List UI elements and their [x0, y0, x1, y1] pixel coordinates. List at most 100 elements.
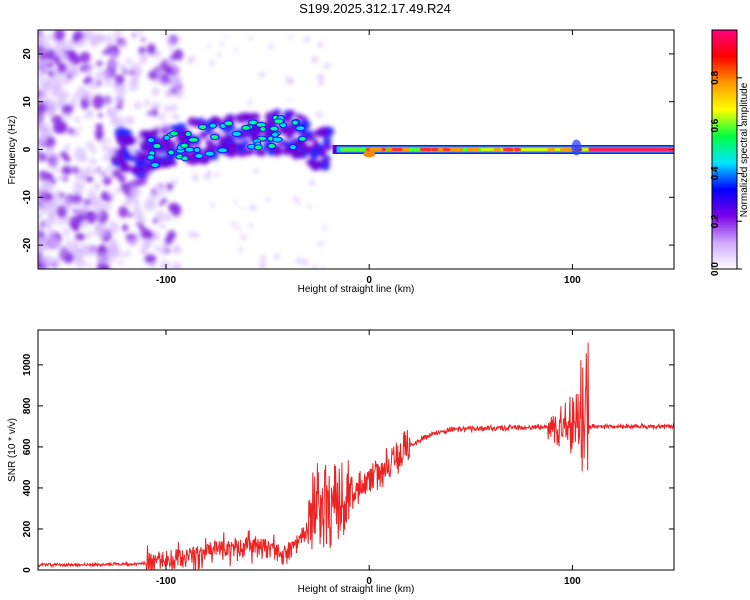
spectrogram-noise-blob [129, 184, 138, 194]
spectrogram-noise-blob [167, 186, 172, 192]
spectrogram-noise-blob [100, 191, 110, 202]
snr-y-tick-label: 600 [22, 438, 33, 455]
spectrogram-noise-blob [80, 243, 90, 256]
colorbar-tick-label: 0.2 [710, 214, 721, 228]
spectrogram-noise-blob [158, 185, 165, 192]
spectrogram-noise-blob [71, 66, 77, 71]
spectrogram-ridge-blob [236, 143, 247, 152]
spectrogram-noise-blob [161, 191, 166, 197]
spectrogram-noise-blob [134, 200, 141, 209]
spectrogram-noise-blob [295, 258, 302, 265]
spectrogram-noise-blob [102, 153, 110, 162]
spectrogram-ridge-blob [309, 149, 320, 158]
tone-band-dash [430, 147, 439, 152]
spectrogram-y-tick-label: -20 [22, 237, 33, 252]
tone-band-dash [469, 147, 478, 152]
spectrogram-noise-blob [171, 178, 178, 185]
spectrogram-noise-blob [79, 51, 91, 64]
spectrogram-y-tick-label: 0 [22, 146, 33, 152]
spectrogram-ridge-peak [169, 130, 179, 137]
spectrogram-ridge-blob [307, 161, 314, 166]
spectrogram-noise-blob [100, 202, 112, 211]
spectrogram-noise-blob [163, 105, 171, 112]
spectrogram-ridge-peak [269, 125, 279, 132]
spectrogram-noise-blob [51, 152, 60, 162]
spectrogram-noise-blob [56, 121, 68, 134]
spectrogram-noise-blob [127, 191, 139, 204]
spectrogram-noise-blob [94, 41, 99, 47]
spectrogram-noise-blob [93, 223, 106, 238]
spectrogram-noise-blob [95, 131, 104, 142]
spectrogram-noise-blob [214, 172, 220, 177]
spectrogram-ridge-peak [223, 120, 234, 127]
spectrogram-noise-blob [203, 173, 211, 181]
tone-band-dash [401, 147, 410, 152]
spectrogram-y-tick-label: 10 [22, 96, 33, 108]
spectrogram-noise-blob [57, 222, 63, 227]
spectrogram-noise-blob [75, 200, 80, 204]
spectrogram-noise-blob [144, 101, 150, 106]
spectrogram-ridge-blob [161, 144, 167, 150]
spectrogram-noise-blob [84, 76, 93, 83]
spectrogram-ridge-blob [241, 132, 249, 139]
spectrogram-noise-blob [72, 93, 80, 101]
spectrogram-noise-blob [323, 62, 330, 69]
spectrogram-noise-blob [158, 202, 164, 207]
spectrogram-ridge-peak [273, 118, 284, 125]
spectrogram-ridge-peak [204, 150, 215, 157]
tone-band-dash [559, 147, 568, 152]
spectrogram-noise-blob [74, 116, 81, 124]
spectrogram-tone-band [332, 139, 674, 158]
spectrogram-noise-blob [93, 182, 101, 191]
spectrogram-noise-blob [59, 192, 65, 198]
spectrogram-noise-blob [105, 35, 114, 43]
spectrogram-noise-blob [121, 224, 129, 232]
spectrogram-noise-blob [106, 138, 111, 144]
spectrogram-noise-blob [97, 113, 103, 118]
spectrogram-ridge-blob [312, 138, 318, 143]
spectrogram-noise-blob [172, 65, 180, 75]
spectrogram-noise-blob [253, 168, 259, 174]
spectrogram-ridge-blob [267, 149, 275, 156]
tone-band-dash [493, 147, 502, 152]
spectrogram-noise-blob [317, 79, 324, 86]
spectrogram-noise-blob [265, 197, 271, 202]
spectrogram-noise-blob [72, 194, 83, 205]
spectrogram-noise-blob [139, 247, 148, 255]
spectrogram-noise-blob [38, 90, 46, 102]
spectrogram-noise-blob [311, 56, 319, 63]
spectrogram-noise-blob [74, 232, 86, 241]
spectrogram-noise-blob [122, 69, 127, 75]
spectrogram-ridge-blob [137, 152, 149, 162]
spectrogram-noise-blob [95, 123, 104, 131]
spectrogram-noise-blob [288, 78, 295, 84]
spectrogram-noise-blob [159, 260, 171, 269]
spectrogram-ridge-peak [167, 149, 175, 156]
spectrogram-noise-blob [188, 231, 195, 238]
spectrogram-ridge-blob [175, 122, 187, 133]
spectrogram-noise-blob [188, 55, 196, 63]
spectrogram-ridge-blob [322, 136, 332, 144]
spectrogram-noise-blob [307, 204, 312, 209]
spectrogram-noise-blob [107, 61, 116, 69]
spectrogram-ridge-peak [181, 155, 189, 162]
spectrogram-ridge-blob [161, 160, 171, 168]
spectrogram-ridge-peak [208, 122, 217, 129]
spectrogram-ridge-peak [267, 142, 277, 149]
spectrogram-noise-blob [83, 67, 93, 76]
spectrogram-ridge-blob [262, 146, 269, 152]
spectrogram-noise-blob [101, 70, 113, 81]
snr-frame [37, 329, 675, 571]
spectrogram-noise-blob [85, 210, 92, 219]
spectrogram-noise-blob [38, 101, 47, 115]
spectrogram-ridge-peak [146, 137, 155, 144]
spectrogram-noise-blob [74, 175, 80, 180]
spectrogram-noise-blob [72, 240, 79, 249]
spectrogram-noise-blob [236, 226, 241, 231]
spectrogram-noise-blob [248, 36, 253, 41]
spectrogram-noise-blob [312, 265, 317, 269]
spectrogram-noise-blob [238, 247, 244, 253]
spectrogram-noise-blob [210, 202, 215, 208]
spectrogram-noise-blob [125, 115, 135, 126]
